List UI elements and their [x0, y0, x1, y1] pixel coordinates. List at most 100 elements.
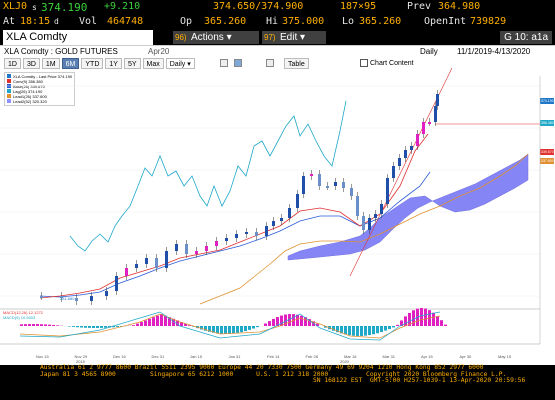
- frequency-label: Daily: [420, 47, 438, 56]
- range-1m-button[interactable]: 1M: [41, 58, 60, 69]
- footer-line: Japan 81 3 4565 8900 Singapore 65 6212 1…: [40, 370, 507, 378]
- date-range[interactable]: 11/1/2019-4/13/2020: [457, 47, 531, 56]
- macd-bar: [36, 324, 39, 326]
- chart-legend[interactable]: XLA Comdty - Last Price 374.190 Conv(9) …: [4, 72, 76, 106]
- macd-bar: [344, 326, 347, 335]
- candle: [90, 296, 93, 301]
- macd-bar: [372, 326, 375, 335]
- macd-bar: [132, 325, 135, 326]
- macd-bar: [224, 326, 227, 334]
- macd-bar: [380, 326, 383, 332]
- x-tick-label: Feb 14: [267, 354, 280, 359]
- settings-icon[interactable]: [266, 59, 274, 67]
- candle: [404, 150, 407, 158]
- macd-bar: [276, 317, 279, 326]
- y-tick-label: 339.670: [541, 150, 554, 154]
- candle: [356, 196, 359, 216]
- macd-bar: [40, 324, 43, 326]
- macd-bar: [68, 326, 71, 327]
- macd-legend-item: MACD(9) 10.5003: [3, 315, 36, 320]
- y-tick-label: 337.600: [541, 159, 554, 163]
- range-max-button[interactable]: Max: [142, 58, 164, 69]
- x-tick-label: Jan 15: [190, 354, 203, 359]
- macd-bar: [292, 314, 295, 326]
- edit-menu[interactable]: 97) Edit ▾: [262, 31, 326, 44]
- price-tag-lag: [540, 120, 554, 126]
- x-tick-label: Dec 16: [113, 354, 126, 359]
- ticker[interactable]: XLJ0: [3, 1, 28, 12]
- macd-bar: [208, 326, 211, 332]
- candle: [380, 204, 383, 214]
- macd-bar: [296, 314, 299, 326]
- price-grid: [0, 85, 540, 297]
- macd-bar: [116, 326, 119, 327]
- candle: [334, 182, 337, 186]
- range-1y-button[interactable]: 1Y: [105, 58, 122, 69]
- lead1-line: [199, 153, 529, 305]
- macd-bar: [300, 315, 303, 326]
- macd-bar: [216, 326, 219, 334]
- macd-bar: [240, 326, 243, 333]
- macd-bar: [268, 321, 271, 326]
- range-1d-button[interactable]: 1D: [4, 58, 21, 69]
- range-ytd-button[interactable]: YTD: [81, 58, 104, 69]
- chart-index[interactable]: G 10: a1a: [500, 31, 552, 44]
- macd-bar: [304, 317, 307, 326]
- candle: [428, 122, 431, 124]
- macd-bar: [108, 326, 111, 328]
- volume: 464748: [107, 16, 144, 27]
- macd-bar: [252, 326, 255, 329]
- macd-legend-item: MACD(12,26) 12.1272: [3, 310, 44, 315]
- table-button[interactable]: Table: [284, 58, 309, 69]
- macd-bar: [444, 324, 447, 326]
- candlesticks: [40, 90, 439, 305]
- macd-bar: [176, 320, 179, 326]
- contract-period: Apr20: [148, 47, 170, 56]
- macd-legend: MACD(12,26) 12.1272 MACD(9) 10.5003: [3, 310, 44, 320]
- candle: [185, 244, 188, 254]
- actions-menu[interactable]: 96) Actions ▾: [173, 31, 259, 44]
- candle: [225, 238, 228, 241]
- edit-num: 97): [264, 33, 276, 42]
- macd-bar: [376, 326, 379, 334]
- range-6m-button[interactable]: 6M: [61, 58, 80, 69]
- macd-histogram: [20, 308, 447, 336]
- lag-line: [69, 100, 347, 252]
- last-time: 18:15: [20, 16, 51, 27]
- x-tick-label: Feb 28: [305, 354, 318, 359]
- macd-bar: [136, 323, 139, 326]
- candle: [40, 296, 43, 298]
- macd-bar: [440, 320, 443, 326]
- macd-bar: [80, 326, 83, 328]
- frequency-select[interactable]: Daily ▾: [165, 58, 195, 69]
- macd-bar: [204, 326, 207, 331]
- macd-bar: [144, 320, 147, 326]
- chart-content-icon[interactable]: [360, 59, 368, 67]
- price-chart[interactable]: [0, 46, 555, 366]
- year-label: 2019: [76, 359, 85, 364]
- macd-bar: [384, 326, 387, 331]
- candle: [434, 106, 437, 122]
- bar-chart-icon[interactable]: [234, 59, 242, 67]
- candle: [374, 214, 377, 218]
- footer-line: SN 168122 EST GMT-5:00 H257-1039-1 13-Ap…: [40, 377, 526, 384]
- x-tick-label: Dec 31: [151, 354, 165, 359]
- x-tick-label: Apr 30: [459, 354, 472, 359]
- macd-bar: [256, 326, 259, 328]
- action-bar: XLA Comdty 96) Actions ▾ 97) Edit ▾ G 10…: [0, 30, 555, 45]
- range-5y-button[interactable]: 5Y: [123, 58, 141, 69]
- x-tick-label: Mar 16: [344, 354, 357, 359]
- price-low-label: 281.680: [60, 296, 75, 301]
- candle: [115, 276, 118, 291]
- chart-content-button[interactable]: Chart Content: [370, 60, 414, 67]
- security-field[interactable]: XLA Comdty: [3, 30, 153, 45]
- macd-bar: [180, 322, 183, 326]
- candle: [145, 258, 148, 264]
- candle: [392, 166, 395, 178]
- line-chart-icon[interactable]: [220, 59, 228, 67]
- candle: [288, 208, 291, 218]
- macd-bar: [88, 326, 91, 328]
- range-3d-button[interactable]: 3D: [22, 58, 40, 69]
- candle: [362, 216, 365, 230]
- candle: [310, 174, 313, 176]
